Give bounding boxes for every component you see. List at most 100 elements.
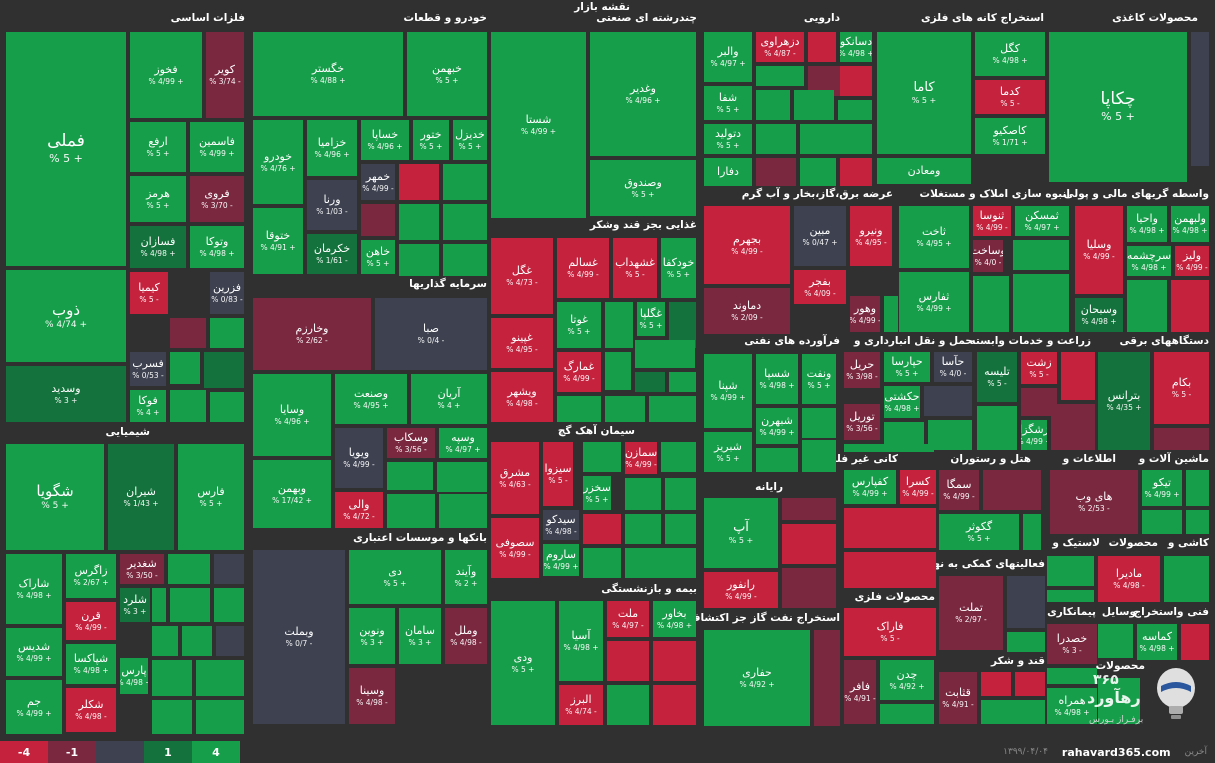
stock-tile[interactable]: سصوفی% 4/99 -	[491, 518, 539, 578]
stock-tile[interactable]: شیران% 1/43 +	[108, 444, 174, 550]
stock-tile[interactable]	[216, 626, 244, 656]
stock-tile[interactable]: جم% 4/99 +	[6, 680, 62, 734]
stock-tile[interactable]	[605, 396, 645, 422]
stock-tile[interactable]	[437, 462, 487, 492]
stock-tile[interactable]: دسانکو% 4/98 +	[840, 32, 872, 62]
stock-tile[interactable]: ونفت% 5 +	[802, 354, 836, 404]
stock-tile[interactable]: کیمیا% 5 -	[130, 272, 168, 314]
stock-tile[interactable]: پارس% 4/98 +	[120, 658, 148, 694]
stock-tile[interactable]: غپینو% 4/95 -	[491, 318, 553, 368]
stock-tile[interactable]	[1061, 352, 1095, 400]
stock-tile[interactable]	[605, 352, 631, 390]
stock-tile[interactable]	[782, 498, 836, 520]
stock-tile[interactable]: ویشهر% 4/98 -	[491, 372, 553, 422]
stock-tile[interactable]	[361, 204, 395, 236]
stock-tile[interactable]: خمهر% 4/99 -	[361, 164, 395, 200]
stock-tile[interactable]: غگلپا% 5 +	[637, 302, 665, 336]
stock-tile[interactable]: والبر% 4/97 +	[704, 32, 752, 82]
stock-tile[interactable]: دماوند% 2/09 -	[704, 288, 790, 334]
stock-tile[interactable]: خزامیا% 4/96 +	[307, 120, 357, 176]
stock-tile[interactable]: غسالم% 4/99 -	[557, 238, 609, 298]
stock-tile[interactable]	[973, 276, 1009, 332]
stock-tile[interactable]	[840, 158, 872, 186]
stock-tile[interactable]: وسدید% 3 +	[6, 366, 126, 422]
stock-tile[interactable]	[844, 508, 936, 548]
stock-tile[interactable]: غمارگ% 4/99 -	[557, 352, 601, 392]
stock-tile[interactable]	[1015, 672, 1045, 696]
stock-tile[interactable]	[399, 244, 439, 276]
stock-tile[interactable]: قثابت% 4/91 -	[939, 672, 977, 724]
stock-tile[interactable]: حکشتی% 4/98 +	[884, 386, 920, 418]
stock-tile[interactable]: شغدیر% 3/50 -	[120, 554, 164, 584]
stock-tile[interactable]: فارس% 5 +	[178, 444, 244, 550]
stock-tile[interactable]: وسینا% 4/98 -	[349, 668, 395, 724]
stock-tile[interactable]: وخارزم% 2/62 -	[253, 298, 371, 370]
stock-tile[interactable]	[1007, 576, 1045, 628]
stock-tile[interactable]: سمازن% 4/99 -	[625, 442, 657, 474]
stock-tile[interactable]: وبهمن% 17/42 +	[253, 460, 331, 528]
stock-tile[interactable]	[665, 478, 696, 510]
stock-tile[interactable]: وسپه% 4/97 +	[439, 428, 487, 458]
stock-tile[interactable]: کماسه% 4/98 +	[1137, 624, 1177, 660]
stock-tile[interactable]	[1051, 404, 1095, 450]
stock-tile[interactable]: سامان% 3 +	[399, 608, 441, 664]
stock-tile[interactable]: مشرق% 4/63 -	[491, 442, 539, 514]
stock-tile[interactable]: فسازان% 4/98 +	[130, 226, 186, 268]
stock-tile[interactable]	[756, 448, 798, 472]
stock-tile[interactable]	[653, 641, 696, 681]
stock-tile[interactable]: دفارا	[704, 158, 752, 186]
stock-tile[interactable]	[1013, 274, 1069, 332]
stock-tile[interactable]	[625, 514, 661, 544]
stock-tile[interactable]: هرمز% 5 +	[130, 176, 186, 222]
stock-tile[interactable]	[1047, 556, 1094, 586]
stock-tile[interactable]: سرچشمه% 4/98 +	[1127, 246, 1171, 276]
stock-tile[interactable]	[669, 372, 696, 392]
stock-tile[interactable]: مبین% 0/47 +	[794, 206, 846, 266]
stock-tile[interactable]: صبا% 0/4 -	[375, 298, 487, 370]
stock-tile[interactable]	[756, 90, 790, 120]
stock-tile[interactable]	[182, 626, 212, 656]
stock-tile[interactable]: مادیرا% 4/98 -	[1098, 556, 1160, 602]
stock-tile[interactable]	[204, 352, 244, 388]
stock-tile[interactable]: وبملت% 0/7 -	[253, 550, 345, 724]
stock-tile[interactable]	[1142, 510, 1182, 534]
stock-tile[interactable]	[844, 444, 934, 452]
stock-tile[interactable]: ارفع% 5 +	[130, 122, 186, 172]
stock-tile[interactable]: ثفارس% 4/99 +	[899, 272, 969, 332]
stock-tile[interactable]: خگستر% 4/88 +	[253, 32, 403, 116]
stock-tile[interactable]: ثاخت% 4/95 +	[899, 206, 969, 268]
stock-tile[interactable]: شفا% 5 +	[704, 86, 752, 120]
stock-tile[interactable]	[152, 588, 166, 622]
stock-tile[interactable]: فوکا% 4 +	[130, 390, 166, 422]
stock-tile[interactable]	[1181, 624, 1209, 660]
stock-tile[interactable]: وساخت% 4/0 -	[973, 240, 1003, 272]
stock-tile[interactable]: تملت% 2/97 -	[939, 576, 1003, 650]
stock-tile[interactable]	[152, 700, 192, 734]
stock-tile[interactable]	[635, 340, 695, 368]
stock-tile[interactable]: فسرب% 0/53 -	[130, 352, 166, 386]
stock-tile[interactable]: وسایا% 4/96 +	[253, 374, 331, 456]
stock-tile[interactable]: شاراک% 4/98 +	[6, 554, 62, 624]
stock-tile[interactable]: گکوثر% 5 +	[939, 514, 1019, 550]
stock-tile[interactable]	[170, 318, 206, 348]
stock-tile[interactable]: رانفور% 4/99 -	[704, 572, 778, 608]
stock-tile[interactable]	[844, 552, 936, 588]
stock-tile[interactable]	[168, 554, 210, 584]
stock-tile[interactable]	[1023, 514, 1041, 550]
stock-tile[interactable]: های وب% 2/53 -	[1050, 470, 1138, 534]
stock-tile[interactable]: همراه% 4/98 +	[1047, 688, 1097, 724]
stock-tile[interactable]	[756, 124, 796, 154]
stock-tile[interactable]	[880, 704, 934, 724]
stock-tile[interactable]: وصندوق% 5 +	[590, 160, 696, 216]
stock-tile[interactable]	[170, 352, 200, 384]
stock-tile[interactable]: سمگا% 4/99 -	[939, 470, 979, 510]
stock-tile[interactable]	[808, 32, 836, 62]
stock-tile[interactable]: شستا% 4/99 +	[491, 32, 586, 218]
stock-tile[interactable]	[838, 100, 872, 120]
stock-tile[interactable]	[983, 470, 1041, 510]
stock-tile[interactable]: خبهمن% 5 +	[407, 32, 487, 116]
stock-tile[interactable]	[443, 164, 487, 200]
stock-tile[interactable]	[800, 124, 840, 154]
stock-tile[interactable]	[583, 514, 621, 544]
stock-tile[interactable]: چدن% 4/92 +	[880, 660, 934, 700]
